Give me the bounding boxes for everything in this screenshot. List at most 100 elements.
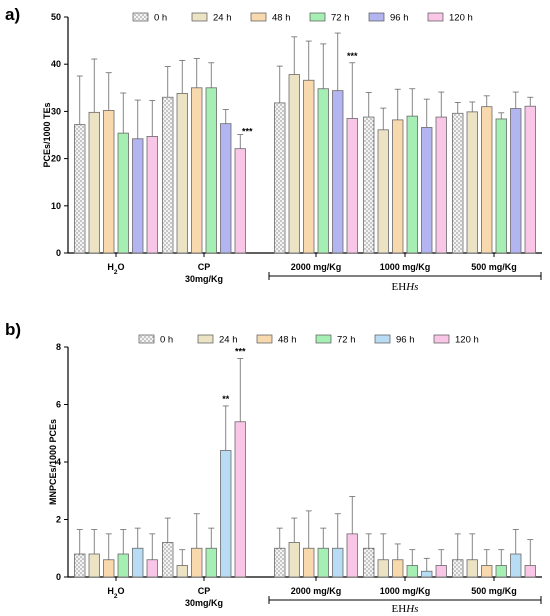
bar bbox=[132, 138, 144, 254]
significance-marker: *** bbox=[347, 51, 358, 61]
panel-b: b) 0 2 4 6 8 MNPCEs/1000 PCEs 0 h 24 h 48 h 72 h 96… bbox=[5, 320, 542, 615]
bar bbox=[466, 559, 478, 578]
bar bbox=[103, 559, 115, 578]
legend-label: 120 h bbox=[449, 13, 473, 24]
bar bbox=[495, 118, 507, 254]
bar bbox=[510, 108, 522, 254]
category-label-line2: 30mg/Kg bbox=[185, 274, 223, 284]
bar bbox=[317, 88, 329, 254]
y-tick-label: 0 bbox=[56, 248, 61, 258]
bar bbox=[191, 87, 203, 254]
bar bbox=[74, 553, 86, 578]
bar bbox=[421, 570, 433, 578]
category-label: 1000 mg/Kg bbox=[380, 262, 431, 272]
legend-label: 72 h bbox=[337, 335, 356, 346]
bar bbox=[303, 547, 315, 578]
category-label: 2000 mg/Kg bbox=[291, 262, 342, 272]
legend-label: 96 h bbox=[396, 335, 415, 346]
y-tick-label: 20 bbox=[51, 154, 61, 164]
legend-label: 72 h bbox=[331, 13, 350, 24]
legend-swatch bbox=[315, 334, 332, 344]
bar bbox=[317, 547, 329, 578]
bar bbox=[220, 123, 232, 254]
y-tick-label: 30 bbox=[51, 106, 61, 116]
significance-marker: *** bbox=[242, 127, 253, 137]
legend-label: 0 h bbox=[154, 13, 167, 24]
bar bbox=[220, 450, 232, 578]
legend-label: 120 h bbox=[455, 335, 479, 346]
y-tick-label: 50 bbox=[51, 12, 61, 22]
bar bbox=[377, 559, 389, 578]
bar bbox=[495, 565, 507, 578]
legend-swatch bbox=[427, 12, 444, 22]
legend-label: 48 h bbox=[278, 335, 297, 346]
significance-marker: *** bbox=[235, 347, 246, 357]
bar bbox=[191, 547, 203, 578]
y-tick-label: 10 bbox=[51, 201, 61, 211]
y-tick-label: 6 bbox=[56, 400, 61, 410]
legend-swatch bbox=[138, 334, 155, 344]
bar bbox=[481, 106, 493, 254]
bar bbox=[466, 111, 478, 254]
legend-swatch bbox=[374, 334, 391, 344]
bar bbox=[481, 565, 493, 578]
bar bbox=[421, 127, 433, 254]
bar bbox=[435, 565, 447, 578]
y-tick-label: 2 bbox=[56, 515, 61, 525]
bar bbox=[510, 553, 522, 578]
bar bbox=[176, 565, 188, 578]
bar bbox=[377, 129, 389, 254]
legend-label: 0 h bbox=[160, 335, 173, 346]
legend-swatch bbox=[256, 334, 273, 344]
bar bbox=[406, 565, 418, 578]
category-label-line2: 30mg/Kg bbox=[185, 598, 223, 608]
legend-swatch bbox=[368, 12, 385, 22]
category-label: CP bbox=[198, 262, 211, 272]
legend-swatch bbox=[197, 334, 214, 344]
category-label: H2O bbox=[107, 586, 124, 600]
y-tick-label: 0 bbox=[56, 572, 61, 582]
bar bbox=[524, 565, 536, 578]
legend-swatch bbox=[309, 12, 326, 22]
bar bbox=[132, 547, 144, 578]
category-label: 500 mg/Kg bbox=[471, 262, 517, 272]
bar bbox=[363, 547, 375, 578]
panel-label: a) bbox=[5, 5, 20, 24]
legend-swatch bbox=[250, 12, 267, 22]
bar bbox=[146, 559, 158, 578]
bar bbox=[162, 542, 174, 578]
bar bbox=[524, 105, 536, 254]
y-tick-label: 40 bbox=[51, 59, 61, 69]
bar bbox=[303, 79, 315, 254]
bar bbox=[406, 115, 418, 254]
bar bbox=[74, 124, 86, 254]
bar bbox=[88, 553, 100, 578]
bar bbox=[234, 421, 246, 578]
significance-marker: ** bbox=[222, 394, 230, 404]
bar bbox=[392, 559, 404, 578]
bar bbox=[234, 148, 246, 254]
category-label: 2000 mg/Kg bbox=[291, 586, 342, 596]
panel-a: a) 0 10 20 30 40 50 PCEs/1000 TEs 0 h 24 h 48 h 72 … bbox=[5, 5, 542, 293]
bar bbox=[88, 111, 100, 254]
bar bbox=[452, 559, 464, 578]
legend-swatch bbox=[132, 12, 149, 22]
bar bbox=[205, 87, 217, 254]
bar bbox=[162, 96, 174, 254]
category-label: CP bbox=[198, 586, 211, 596]
y-axis-label: MNPCEs/1000 PCEs bbox=[48, 419, 58, 505]
bar bbox=[146, 136, 158, 254]
category-label: 1000 mg/Kg bbox=[380, 586, 431, 596]
bar bbox=[392, 119, 404, 254]
y-axis-label: PCEs/1000 TEs bbox=[42, 102, 52, 167]
bar bbox=[346, 533, 358, 578]
bar bbox=[288, 542, 300, 578]
bar bbox=[332, 90, 344, 254]
bar bbox=[117, 132, 129, 254]
bar bbox=[103, 110, 115, 254]
bar bbox=[176, 93, 188, 254]
bar bbox=[332, 547, 344, 578]
bar bbox=[452, 112, 464, 254]
y-tick-label: 4 bbox=[56, 457, 61, 467]
